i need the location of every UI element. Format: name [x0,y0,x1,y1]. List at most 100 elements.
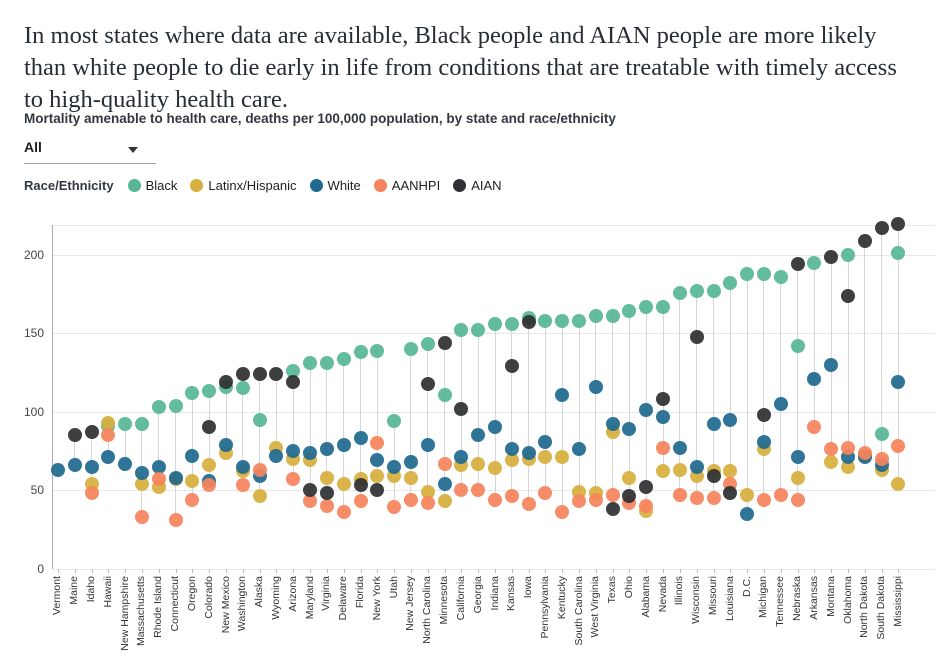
data-point[interactable] [151,459,166,474]
data-point[interactable] [235,478,250,493]
data-point[interactable] [303,494,317,509]
data-point[interactable] [185,448,200,463]
data-point[interactable] [437,335,452,350]
data-point[interactable] [572,313,586,328]
data-point[interactable] [723,464,738,479]
data-point[interactable] [252,367,267,382]
data-point[interactable] [555,313,570,328]
data-point[interactable] [84,425,99,440]
data-point[interactable] [572,494,586,509]
data-point[interactable] [67,428,82,443]
data-point[interactable] [488,317,502,331]
data-point[interactable] [521,445,536,460]
data-point[interactable] [824,442,839,457]
data-point[interactable] [403,342,418,357]
data-point[interactable] [437,494,452,509]
data-point[interactable] [622,489,637,504]
data-point[interactable] [454,401,469,416]
data-point[interactable] [874,426,889,441]
data-point[interactable] [790,338,805,353]
data-point[interactable] [134,476,149,491]
data-point[interactable] [101,450,116,465]
data-point[interactable] [488,492,502,507]
data-point[interactable] [185,492,200,507]
data-point[interactable] [303,356,317,371]
data-point[interactable] [420,495,435,510]
data-point[interactable] [689,329,704,344]
data-point[interactable] [101,415,116,430]
data-point[interactable] [672,285,687,300]
legend-item-aanhpi[interactable]: AANHPI [373,178,440,193]
data-point[interactable] [118,417,133,432]
data-point[interactable] [874,221,889,236]
data-point[interactable] [605,501,620,516]
data-point[interactable] [824,454,839,469]
data-point[interactable] [588,309,603,324]
data-point[interactable] [336,476,351,491]
data-point[interactable] [471,323,486,338]
data-point[interactable] [50,462,65,477]
data-point[interactable] [185,385,200,400]
data-point[interactable] [471,456,486,471]
data-point[interactable] [202,420,217,435]
data-point[interactable] [773,269,788,284]
data-point[interactable] [403,454,418,469]
legend-item-black[interactable]: Black [127,178,177,193]
data-point[interactable] [151,472,166,487]
data-point[interactable] [656,440,671,455]
data-point[interactable] [303,483,317,498]
data-point[interactable] [740,487,755,502]
data-point[interactable] [286,375,301,389]
data-point[interactable] [706,284,721,299]
data-point[interactable] [235,459,250,474]
data-point[interactable] [504,489,519,504]
data-point[interactable] [202,384,217,399]
data-point[interactable] [319,442,334,457]
data-point[interactable] [639,403,654,418]
data-point[interactable] [286,443,301,458]
data-point[interactable] [403,492,418,507]
data-point[interactable] [555,387,570,402]
data-point[interactable] [538,450,553,465]
data-point[interactable] [538,434,553,449]
data-point[interactable] [437,456,452,471]
data-point[interactable] [185,473,200,488]
data-point[interactable] [622,470,637,485]
data-point[interactable] [555,450,570,465]
data-point[interactable] [656,464,671,479]
data-point[interactable] [319,498,334,513]
data-point[interactable] [723,412,738,427]
data-point[interactable] [101,428,116,443]
data-point[interactable] [538,486,553,501]
data-point[interactable] [790,492,805,507]
data-point[interactable] [891,375,906,389]
data-point[interactable] [824,357,839,372]
data-point[interactable] [689,491,704,505]
data-point[interactable] [252,462,267,477]
data-point[interactable] [605,487,620,502]
data-point[interactable] [235,381,250,396]
data-point[interactable] [807,255,822,270]
data-point[interactable] [488,461,502,476]
data-point[interactable] [118,456,133,471]
data-point[interactable] [555,505,570,520]
data-point[interactable] [891,439,906,454]
data-point[interactable] [656,409,671,424]
data-point[interactable] [286,364,301,378]
region-filter-dropdown[interactable]: All [24,139,156,164]
legend-item-latinx-hispanic[interactable]: Latinx/Hispanic [190,178,297,193]
data-point[interactable] [454,483,469,498]
data-point[interactable] [588,492,603,507]
data-point[interactable] [353,494,368,509]
data-point[interactable] [151,400,166,414]
data-point[interactable] [336,505,351,520]
data-point[interactable] [286,472,301,487]
data-point[interactable] [319,470,334,485]
data-point[interactable] [656,299,671,314]
data-point[interactable] [689,284,704,299]
data-point[interactable] [336,437,351,452]
data-point[interactable] [504,317,519,331]
data-point[interactable] [454,450,469,465]
data-point[interactable] [370,483,385,498]
data-point[interactable] [689,459,704,474]
